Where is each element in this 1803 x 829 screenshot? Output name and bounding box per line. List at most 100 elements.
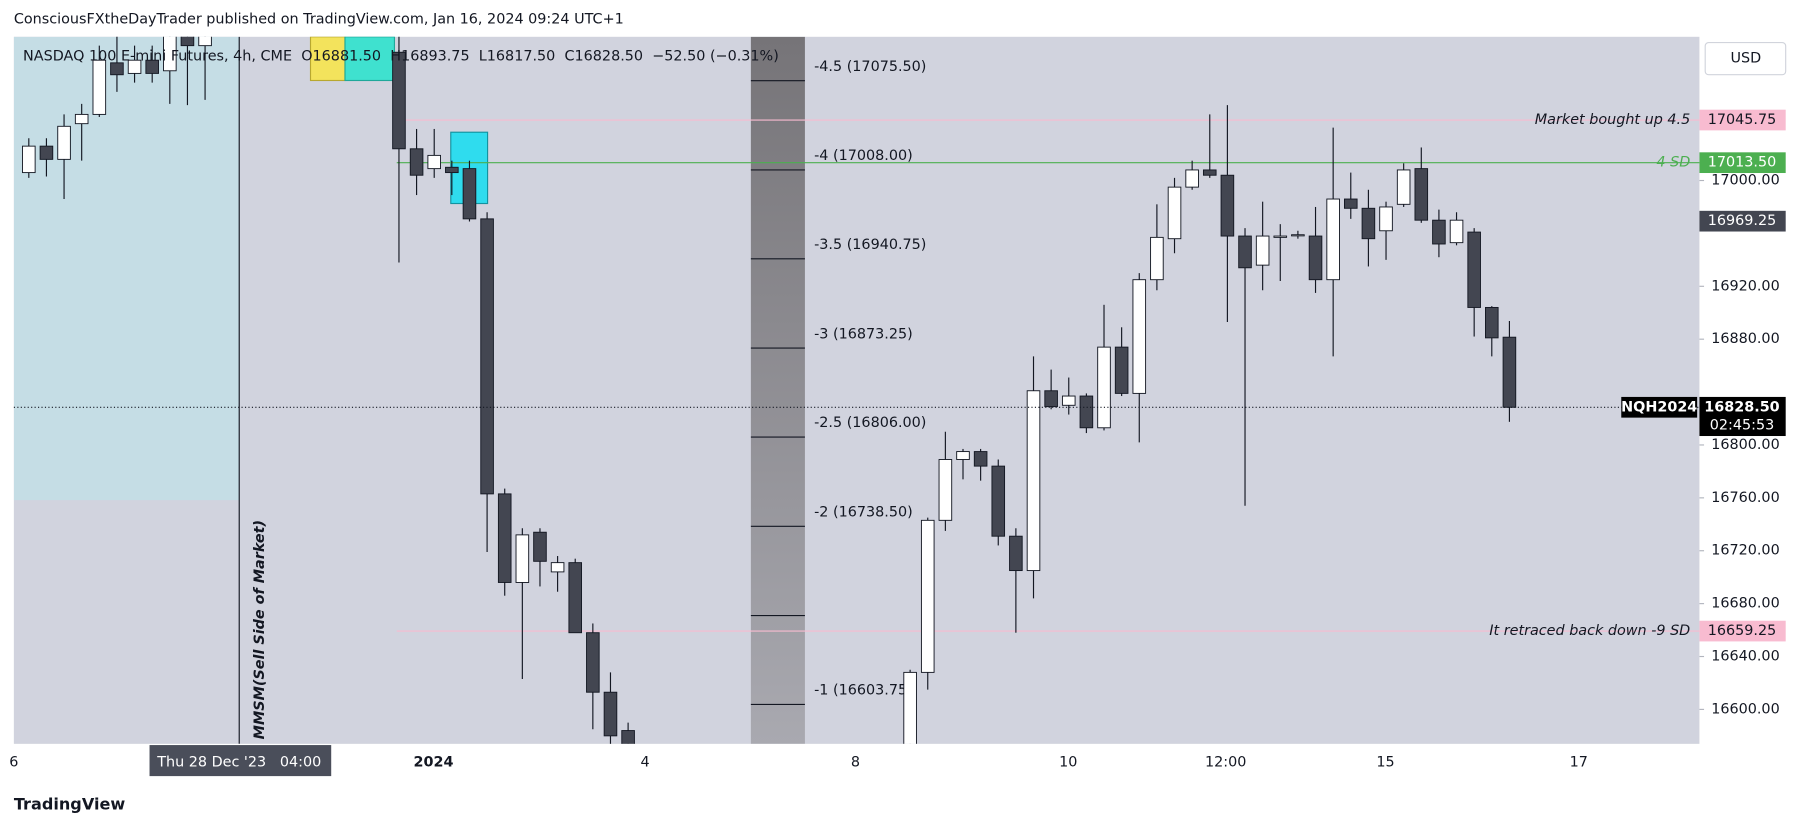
candle-body xyxy=(1396,169,1411,205)
candle-body xyxy=(145,59,159,74)
candle-body xyxy=(550,562,565,573)
x-tick-label: 4 xyxy=(641,754,650,770)
candle-body xyxy=(938,459,953,521)
candle-body xyxy=(1502,336,1517,408)
x-tick-label: 15 xyxy=(1376,754,1394,770)
symbol-label: NQH2024 xyxy=(1621,399,1697,415)
candle-body xyxy=(1485,306,1499,339)
fib-label: -4 (17008.00) xyxy=(814,148,913,164)
candle-body xyxy=(1150,236,1164,281)
y-tick-label: 16720.00 xyxy=(1711,543,1780,559)
candle-body xyxy=(1185,169,1199,188)
y-tick-label: 16800.00 xyxy=(1711,437,1780,453)
candle-body xyxy=(1414,168,1429,221)
candle-body xyxy=(1044,390,1058,408)
countdown: 02:45:53 xyxy=(1710,418,1774,434)
x-tick-label: 10 xyxy=(1059,754,1077,770)
x-tick-label: 12:00 xyxy=(1205,754,1246,770)
x-tick-label: 6 xyxy=(9,754,18,770)
candle-body xyxy=(1132,279,1147,394)
x-tick-label: Thu 28 Dec '23 04:00 xyxy=(156,754,321,770)
candle-body xyxy=(1308,235,1323,281)
candle-body xyxy=(1079,395,1094,429)
teal-box xyxy=(344,36,396,82)
last-price-box xyxy=(1699,396,1786,437)
range-box xyxy=(13,36,240,501)
fib-label: -4.5 (17075.50) xyxy=(814,59,926,75)
candle-body xyxy=(427,154,441,170)
candle-body xyxy=(39,145,54,160)
candle-body xyxy=(127,59,142,74)
ohlc-value: H16893.75 xyxy=(390,48,469,64)
candle-body xyxy=(462,168,477,220)
candle-body xyxy=(533,531,547,562)
publisher: ConsciousFXtheDayTrader published on Tra… xyxy=(14,12,624,28)
candle-body xyxy=(392,51,406,150)
candle-body xyxy=(1432,219,1446,245)
price-box xyxy=(1699,620,1786,642)
fib-label: -2.5 (16806.00) xyxy=(814,415,926,431)
candle-body xyxy=(1379,206,1393,232)
symbol: NASDAQ 100 E-mini Futures, 4h, CME xyxy=(23,48,292,64)
candle-body xyxy=(1009,535,1023,572)
candle-body xyxy=(1238,235,1252,269)
candle-body xyxy=(180,36,195,47)
ohlc-value: C16828.50 xyxy=(565,48,644,64)
symbol-title: NASDAQ 100 E-mini Futures, 4h, CME O16881… xyxy=(23,48,779,64)
candle-body xyxy=(409,148,424,176)
currency[interactable]: USD xyxy=(1731,51,1762,67)
x-tick-label: 8 xyxy=(851,754,860,770)
candle-body xyxy=(163,36,177,72)
currency-button[interactable] xyxy=(1704,41,1787,76)
candle-body xyxy=(1273,235,1288,238)
candle-body xyxy=(1291,234,1305,237)
fib-label: -3.5 (16940.75) xyxy=(814,237,926,253)
price-box-label: 17013.50 xyxy=(1708,155,1777,171)
y-tick-label: 16920.00 xyxy=(1711,278,1780,294)
candle-body xyxy=(973,451,988,467)
candle-body xyxy=(480,218,494,495)
y-tick-label: 16600.00 xyxy=(1711,701,1780,717)
candle-body xyxy=(198,36,212,47)
candle-body xyxy=(991,465,1006,537)
level-name: It retraced back down -9 SD xyxy=(1489,623,1690,639)
brand: TradingView xyxy=(14,794,126,813)
candle-body xyxy=(1026,390,1041,572)
candle-body xyxy=(1220,174,1235,237)
yellow-box xyxy=(309,36,346,82)
y-tick-label: 16760.00 xyxy=(1711,490,1780,506)
crosshair-time-box xyxy=(149,745,332,777)
y-tick-label: 17000.00 xyxy=(1711,173,1780,189)
candle-body xyxy=(586,632,600,693)
candle-body xyxy=(74,113,89,125)
plot-area xyxy=(13,36,1700,744)
candle-body xyxy=(1114,346,1129,394)
price-box xyxy=(1699,210,1786,232)
price-box xyxy=(1699,152,1786,174)
price-box-label: 17045.75 xyxy=(1708,112,1777,128)
price-box-label: 16969.25 xyxy=(1708,213,1777,229)
candle-body xyxy=(568,562,583,634)
level-name: Market bought up 4.5 xyxy=(1535,112,1690,128)
candle-body xyxy=(445,166,459,174)
candle-body xyxy=(1467,231,1481,308)
candle-body xyxy=(1343,198,1358,209)
ohlc-value: −52.50 (−0.31%) xyxy=(652,48,779,64)
candle-body xyxy=(1326,198,1340,281)
fib-label: -3 (16873.25) xyxy=(814,326,913,342)
price-box-label: 16659.25 xyxy=(1708,623,1777,639)
candle-body xyxy=(22,145,36,174)
candle-body xyxy=(57,125,71,160)
y-tick-label: 16680.00 xyxy=(1711,596,1780,612)
candle-body xyxy=(110,62,124,76)
candle-body xyxy=(603,691,618,737)
candle-body xyxy=(621,730,635,744)
candle-body xyxy=(92,59,107,115)
symbol-box xyxy=(1621,396,1698,418)
candle-body xyxy=(1449,219,1464,244)
x-tick-label: 17 xyxy=(1570,754,1588,770)
fib-label: -1 (16603.75) xyxy=(814,683,913,699)
candle-body xyxy=(1202,169,1217,176)
candle-body xyxy=(1061,395,1076,406)
